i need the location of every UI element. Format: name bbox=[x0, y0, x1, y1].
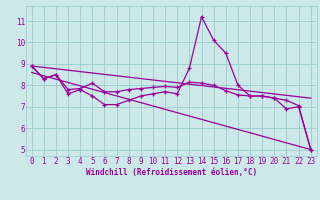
X-axis label: Windchill (Refroidissement éolien,°C): Windchill (Refroidissement éolien,°C) bbox=[86, 168, 257, 177]
